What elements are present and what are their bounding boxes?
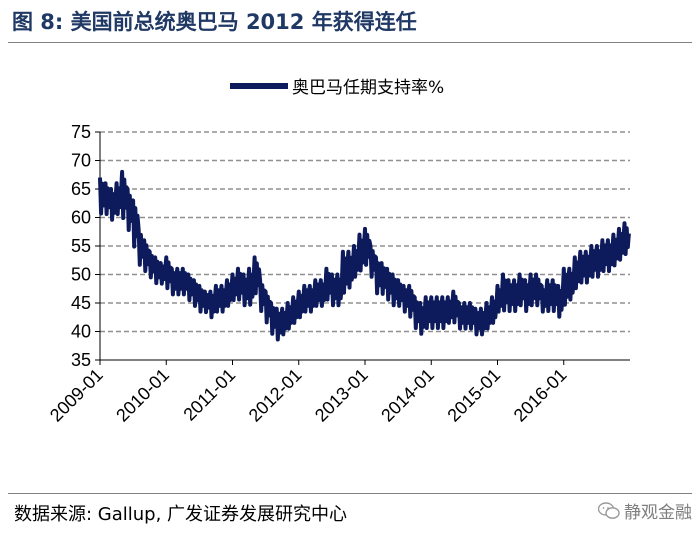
y-tick-label: 70 bbox=[71, 151, 91, 171]
y-tick-label: 35 bbox=[71, 350, 91, 370]
wechat-icon bbox=[598, 501, 620, 519]
legend-label: 奥巴马任期支持率% bbox=[292, 78, 445, 98]
legend-swatch bbox=[230, 82, 288, 89]
x-tick-label: 2010-01 bbox=[112, 365, 173, 426]
chart-legend: 奥巴马任期支持率% bbox=[230, 73, 444, 98]
y-tick-label: 75 bbox=[71, 122, 91, 142]
y-tick-label: 65 bbox=[71, 179, 91, 199]
y-tick-label: 50 bbox=[71, 265, 91, 285]
x-tick-label: 2009-01 bbox=[46, 365, 107, 426]
watermark-label: 静观金融 bbox=[624, 503, 692, 523]
x-tick-label: 2014-01 bbox=[377, 365, 438, 426]
x-tick-label: 2016-01 bbox=[510, 365, 571, 426]
series-layer bbox=[98, 169, 631, 342]
y-tick-label: 45 bbox=[71, 293, 91, 313]
x-tick-label: 2015-01 bbox=[443, 365, 504, 426]
x-tick-label: 2011-01 bbox=[179, 365, 239, 425]
x-tick-label: 2013-01 bbox=[311, 365, 372, 426]
series-line-approval bbox=[98, 169, 631, 342]
source-divider bbox=[8, 493, 692, 494]
y-tick-label: 55 bbox=[71, 236, 91, 256]
y-tick-label: 40 bbox=[71, 322, 91, 342]
source-note: 数据来源: Gallup, 广发证券发展研究中心 bbox=[14, 504, 348, 525]
grid-lines bbox=[100, 131, 630, 333]
figure-title: 图 8: 美国前总统奥巴马 2012 年获得连任 bbox=[12, 10, 417, 34]
title-divider bbox=[8, 42, 692, 43]
watermark: 静观金融 bbox=[598, 498, 692, 523]
y-tick-label: 60 bbox=[71, 208, 91, 228]
chart-axes bbox=[95, 131, 630, 365]
x-tick-label: 2012-01 bbox=[245, 365, 306, 426]
